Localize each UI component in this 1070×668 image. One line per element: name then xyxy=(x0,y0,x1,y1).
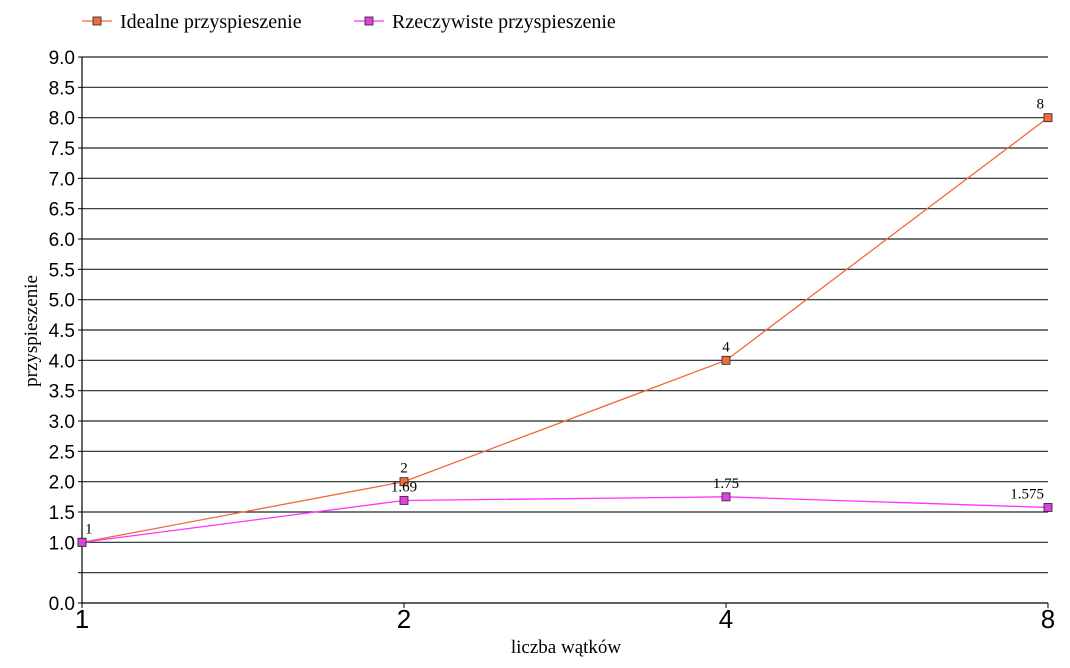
y-tick-label-8: 4.0 xyxy=(49,351,75,372)
series-1-data-label-1: 1.69 xyxy=(391,479,417,495)
y-tick-label-6: 3.0 xyxy=(49,412,75,433)
series-0-data-label-1: 2 xyxy=(400,461,408,477)
y-tick-label-5: 2.5 xyxy=(49,442,75,463)
y-axis-title: przyspieszenie xyxy=(21,275,42,387)
y-tick-label-17: 8.5 xyxy=(49,78,75,99)
y-tick-label-7: 3.5 xyxy=(49,382,75,403)
y-tick-label-11: 5.5 xyxy=(49,260,75,281)
series-group: 1 2 4 8 1.69 1.75 1.575 xyxy=(77,97,1053,547)
x-tick-label-2: 4 xyxy=(719,604,733,634)
y-tick-label-13: 6.5 xyxy=(49,200,75,221)
x-axis-title: liczba wątków xyxy=(511,637,622,658)
x-tick-label-1: 2 xyxy=(397,604,411,634)
series-1-point-1 xyxy=(399,496,409,505)
series-0-data-label-2: 4 xyxy=(722,339,730,355)
series-line-0 xyxy=(81,117,1049,543)
series-1-data-label-3: 1.575 xyxy=(1010,486,1044,502)
x-tick-label-0: 1 xyxy=(75,604,89,634)
y-tick-label-9: 4.5 xyxy=(49,321,75,342)
y-tick-label-4: 2.0 xyxy=(49,473,75,494)
series-0-data-label-0: 1 xyxy=(85,521,93,537)
y-tick-label-0: 0.0 xyxy=(49,594,75,615)
y-tick-labels: 0.0 1.0 1.5 2.0 2.5 3.0 3.5 4.0 4.5 5.0 5.5 6.0 6.5 7… xyxy=(49,48,75,615)
y-tick-label-16: 8.0 xyxy=(49,109,75,130)
legend-label-0: Idealne przyspieszenie xyxy=(120,11,302,33)
y-tick-label-3: 1.5 xyxy=(49,503,75,524)
y-tick-label-15: 7.5 xyxy=(49,139,75,160)
series-0-point-2 xyxy=(721,355,731,365)
y-tick-label-12: 6.0 xyxy=(49,230,75,251)
series-0-data-label-3: 8 xyxy=(1037,97,1045,113)
x-tick-labels: 1 2 4 8 xyxy=(75,604,1055,634)
legend-label-1: Rzeczywiste przyspieszenie xyxy=(392,11,616,33)
series-line-1 xyxy=(81,496,1049,543)
series-1-point-2 xyxy=(721,492,731,502)
series-1-data-label-2: 1.75 xyxy=(713,476,739,492)
grid-lines xyxy=(82,56,1048,574)
series-1-point-0 xyxy=(77,537,87,547)
legend: Idealne przyspieszenie Rzeczywiste przysp… xyxy=(82,11,616,33)
axes xyxy=(78,56,1049,608)
series-0-point-3 xyxy=(1043,113,1053,123)
y-tick-label-18: 9.0 xyxy=(49,48,75,69)
x-tick-label-3: 8 xyxy=(1041,604,1055,634)
legend-marker-1 xyxy=(364,16,374,26)
y-tick-label-10: 5.0 xyxy=(49,291,75,312)
y-tick-label-2: 1.0 xyxy=(49,533,75,554)
series-0-point-1 xyxy=(399,477,409,487)
series-1-point-3 xyxy=(1043,503,1053,512)
y-tick-label-14: 7.0 xyxy=(49,169,75,190)
legend-marker-0 xyxy=(92,16,102,26)
